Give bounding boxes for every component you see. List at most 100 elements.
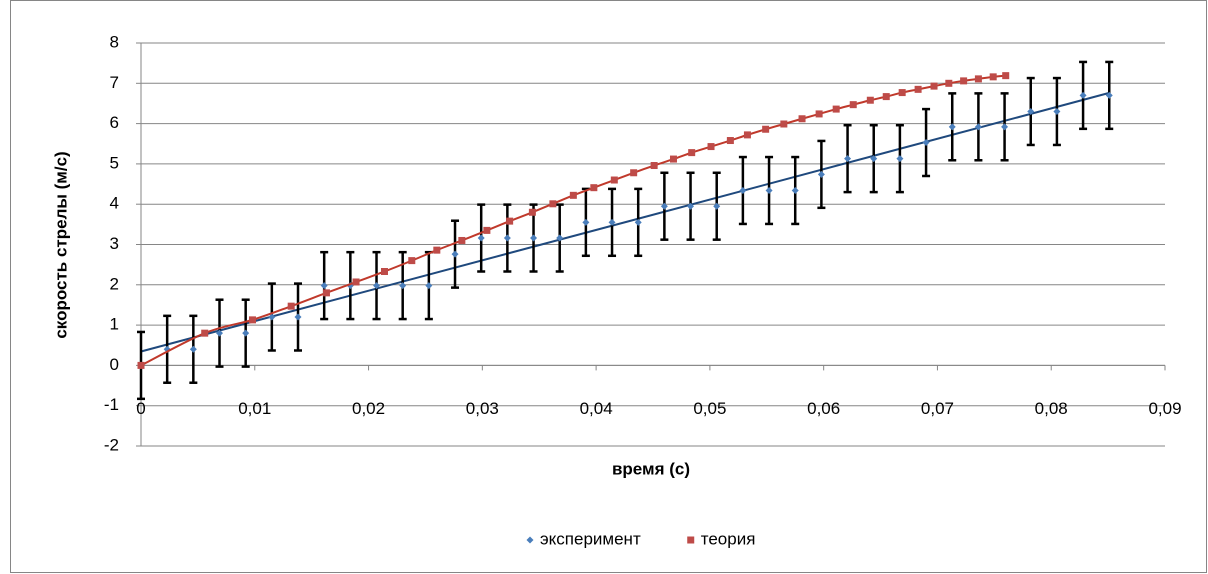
point bbox=[408, 257, 416, 265]
point bbox=[610, 176, 618, 184]
point bbox=[914, 85, 922, 93]
point bbox=[1027, 108, 1035, 116]
point bbox=[201, 329, 209, 337]
point bbox=[503, 234, 511, 242]
trendline bbox=[140, 91, 1110, 353]
point bbox=[832, 105, 840, 113]
y-tick-label: 8 bbox=[110, 32, 119, 51]
point bbox=[896, 155, 904, 163]
x-tick-label: 0,07 bbox=[921, 399, 954, 418]
point bbox=[287, 302, 295, 310]
x-tick-label: 0,08 bbox=[1035, 399, 1068, 418]
point bbox=[1105, 91, 1113, 99]
point bbox=[765, 186, 773, 194]
point bbox=[780, 120, 788, 128]
y-tick-label: 4 bbox=[110, 194, 119, 213]
point bbox=[528, 208, 536, 216]
point bbox=[530, 234, 538, 242]
point bbox=[451, 250, 459, 258]
x-tick-label: 0 bbox=[136, 399, 145, 418]
y-tick-label: 0 bbox=[110, 355, 119, 374]
point bbox=[870, 155, 878, 163]
point bbox=[650, 162, 658, 170]
point bbox=[216, 329, 224, 337]
x-tick-label: 0,02 bbox=[352, 399, 385, 418]
point bbox=[630, 169, 638, 177]
point bbox=[660, 202, 668, 210]
point bbox=[1002, 72, 1010, 80]
y-tick-label: -2 bbox=[104, 435, 119, 454]
point bbox=[556, 234, 564, 242]
point bbox=[477, 234, 485, 242]
point bbox=[242, 329, 250, 337]
point bbox=[322, 289, 330, 297]
point bbox=[137, 361, 145, 369]
point bbox=[791, 186, 799, 194]
point bbox=[506, 217, 514, 225]
y-tick-label: 6 bbox=[110, 113, 119, 132]
y-tick-label: 5 bbox=[110, 153, 119, 172]
x-tick-label: 0,09 bbox=[1148, 399, 1181, 418]
legend-label: теория bbox=[701, 529, 756, 548]
point bbox=[687, 202, 695, 210]
point bbox=[945, 79, 953, 87]
point bbox=[739, 186, 747, 194]
legend-marker bbox=[687, 536, 695, 544]
x-tick-label: 0,01 bbox=[238, 399, 271, 418]
y-tick-label: 3 bbox=[110, 234, 119, 253]
point bbox=[707, 143, 715, 151]
point bbox=[898, 89, 906, 97]
point bbox=[433, 246, 441, 254]
y-axis-label: скорость стрелы (м/с) bbox=[51, 151, 70, 338]
y-tick-label: 1 bbox=[110, 315, 119, 334]
point bbox=[815, 110, 823, 118]
y-tick-label: 7 bbox=[110, 73, 119, 92]
point bbox=[882, 93, 890, 101]
point bbox=[425, 282, 433, 290]
point bbox=[458, 236, 466, 244]
point bbox=[948, 123, 956, 131]
legend-marker bbox=[526, 536, 534, 544]
point bbox=[762, 125, 770, 133]
point bbox=[726, 137, 734, 145]
point bbox=[713, 202, 721, 210]
point bbox=[373, 282, 381, 290]
chart-frame bbox=[10, 0, 1207, 573]
point bbox=[634, 218, 642, 226]
point bbox=[1053, 108, 1061, 116]
point bbox=[743, 131, 751, 139]
y-tick-label: 2 bbox=[110, 274, 119, 293]
point bbox=[798, 115, 806, 123]
point bbox=[352, 278, 360, 286]
x-tick-label: 0,03 bbox=[466, 399, 499, 418]
x-tick-label: 0,05 bbox=[693, 399, 726, 418]
y-tick-label: -1 bbox=[104, 395, 119, 414]
point bbox=[866, 96, 874, 104]
point bbox=[688, 149, 696, 157]
point bbox=[960, 77, 968, 85]
point bbox=[1079, 91, 1087, 99]
point bbox=[1001, 123, 1009, 131]
point bbox=[974, 75, 982, 83]
point bbox=[399, 282, 407, 290]
point bbox=[294, 313, 302, 321]
point bbox=[608, 218, 616, 226]
point bbox=[922, 139, 930, 147]
point bbox=[669, 155, 677, 163]
point bbox=[249, 316, 257, 324]
point bbox=[268, 313, 276, 321]
x-tick-label: 0,04 bbox=[580, 399, 613, 418]
point bbox=[549, 200, 557, 208]
point bbox=[590, 184, 598, 192]
point bbox=[989, 73, 997, 81]
x-tick-label: 0,06 bbox=[807, 399, 840, 418]
point bbox=[844, 155, 852, 163]
point bbox=[380, 268, 388, 276]
point bbox=[974, 123, 982, 131]
point bbox=[817, 170, 825, 178]
point bbox=[582, 218, 590, 226]
point bbox=[189, 345, 197, 353]
point bbox=[930, 82, 938, 90]
point bbox=[569, 191, 577, 199]
